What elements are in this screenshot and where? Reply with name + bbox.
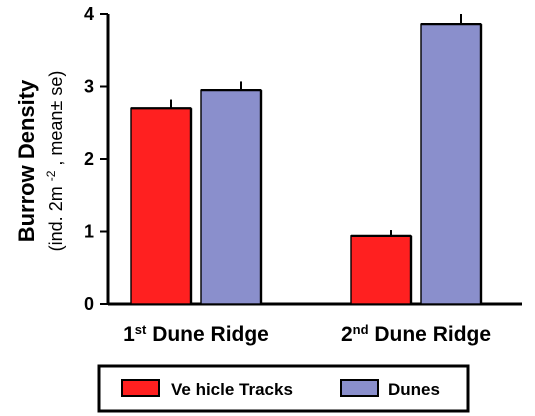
error-bars-group xyxy=(170,14,462,236)
x-category-label-2-rest: Dune Ridge xyxy=(369,323,492,346)
y-tick-label: 0 xyxy=(84,294,94,314)
y-axis-label-main: Burrow Density xyxy=(14,79,39,242)
legend-label-vehicle-tracks: Ve hicle Tracks xyxy=(171,380,293,399)
legend-swatch-dunes xyxy=(340,379,379,397)
legend-label-dunes: Dunes xyxy=(388,380,440,399)
x-category-label-2: 2nd Dune Ridge xyxy=(341,322,491,347)
y-tick-label: 1 xyxy=(84,222,94,242)
legend-box xyxy=(97,364,470,413)
x-category-label-2-base: 2 xyxy=(341,323,353,346)
bar-dunes-1 xyxy=(200,89,262,305)
category-labels-group: 1st Dune Ridge 2nd Dune Ridge xyxy=(123,322,491,347)
y-tick-label: 4 xyxy=(84,4,94,24)
bar-dunes-2 xyxy=(420,23,482,305)
legend-group: Ve hicle Tracks Dunes xyxy=(97,364,470,413)
bar-vehicle-tracks-2 xyxy=(350,235,412,305)
y-tick-label: 2 xyxy=(84,149,94,169)
x-category-label-1-sup: st xyxy=(135,322,147,337)
bar-vehicle-tracks-1 xyxy=(130,107,192,305)
legend-swatch-vehicle-tracks xyxy=(121,379,160,397)
y-axis-label-sub-suffix: , mean± se) xyxy=(46,71,66,166)
x-category-label-2-sup: nd xyxy=(353,322,369,337)
y-axis-label-sub-sup: -2 xyxy=(44,170,58,181)
y-axis-label-sub: (ind. 2m -2 , mean± se) xyxy=(44,71,66,252)
y-axis-title-group: Burrow Density (ind. 2m -2 , mean± se) xyxy=(14,71,66,252)
x-category-label-1-base: 1 xyxy=(123,323,135,346)
y-axis-label-sub-prefix: (ind. 2m xyxy=(46,186,66,251)
y-tick-label: 3 xyxy=(84,77,94,97)
x-category-label-1-rest: Dune Ridge xyxy=(146,323,269,346)
bars-group xyxy=(130,23,483,305)
x-category-label-1: 1st Dune Ridge xyxy=(123,322,269,347)
